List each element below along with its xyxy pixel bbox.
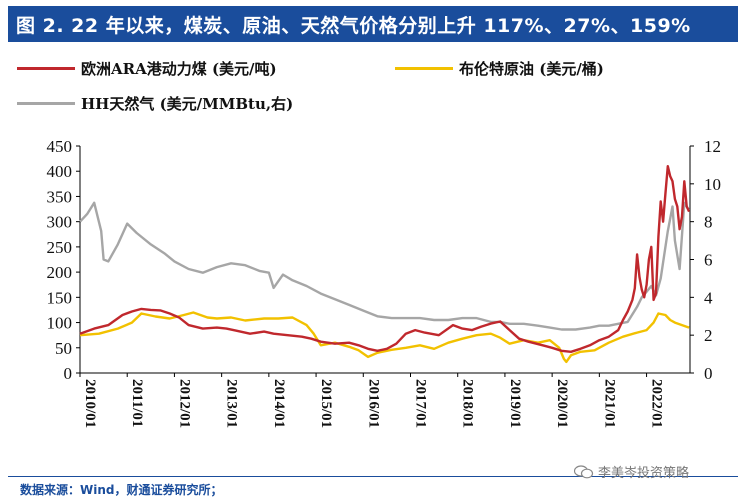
series-line-gas [79,201,691,331]
legend-item-oil: 布伦特原油 (美元/桶) [395,58,604,79]
legend-swatch-gas [17,102,75,105]
x-tick-label: 2012/01 [176,379,192,428]
watermark-text: 李美岑投资策略 [598,466,690,481]
source-divider [8,476,738,477]
left-tick-label: 150 [47,288,73,307]
legend-swatch-coal [17,67,75,70]
left-tick-label: 350 [47,187,73,206]
series-line-oil [79,311,690,364]
x-tick-label: 2010/01 [82,379,98,428]
legend-label-oil: 布伦特原油 (美元/桶) [459,60,604,78]
source-note: 数据来源：Wind，财通证券研究所； [20,483,223,497]
legend-swatch-oil [395,67,453,70]
legend-label-coal: 欧洲ARA港动力煤 (美元/吨) [81,60,277,78]
watermark: 李美岑投资策略 [574,462,689,481]
wechat-icon [574,464,594,478]
chart-title: 图 2. 22 年以来，煤炭、原油、天然气价格分别上升 117%、27%、159… [16,14,691,37]
x-tick-label: 2011/01 [129,379,145,427]
right-tick-label: 2 [704,326,713,345]
legend-item-coal: 欧洲ARA港动力煤 (美元/吨) [17,58,277,79]
left-tick-label: 0 [64,364,73,383]
series-line-coal [79,164,691,353]
right-tick-label: 0 [704,364,713,383]
legend-item-gas: HH天然气 (美元/MMBtu,右) [17,93,293,114]
x-tick-label: 2021/01 [601,379,617,428]
x-tick-label: 2019/01 [507,379,523,428]
left-tick-label: 200 [47,263,73,282]
right-tick-label: 6 [704,251,713,270]
x-tick-label: 2013/01 [224,379,240,428]
x-tick-label: 2020/01 [554,379,570,428]
left-tick-label: 300 [47,213,73,232]
left-tick-label: 50 [55,339,72,358]
left-tick-label: 100 [47,314,73,333]
right-tick-label: 10 [704,175,721,194]
left-tick-label: 450 [47,137,73,156]
chart-title-bar: 图 2. 22 年以来，煤炭、原油、天然气价格分别上升 117%、27%、159… [8,6,738,42]
left-tick-label: 400 [47,162,73,181]
right-tick-label: 8 [704,213,713,232]
x-tick-label: 2017/01 [412,379,428,428]
x-tick-label: 2016/01 [365,379,381,428]
x-tick-label: 2022/01 [649,379,665,428]
right-tick-label: 4 [704,288,713,307]
x-tick-label: 2015/01 [318,379,334,428]
x-tick-label: 2018/01 [460,379,476,428]
legend-label-gas: HH天然气 (美元/MMBtu,右) [81,95,294,113]
x-tick-label: 2014/01 [271,379,287,428]
left-tick-label: 250 [47,238,73,257]
right-tick-label: 12 [704,137,721,156]
